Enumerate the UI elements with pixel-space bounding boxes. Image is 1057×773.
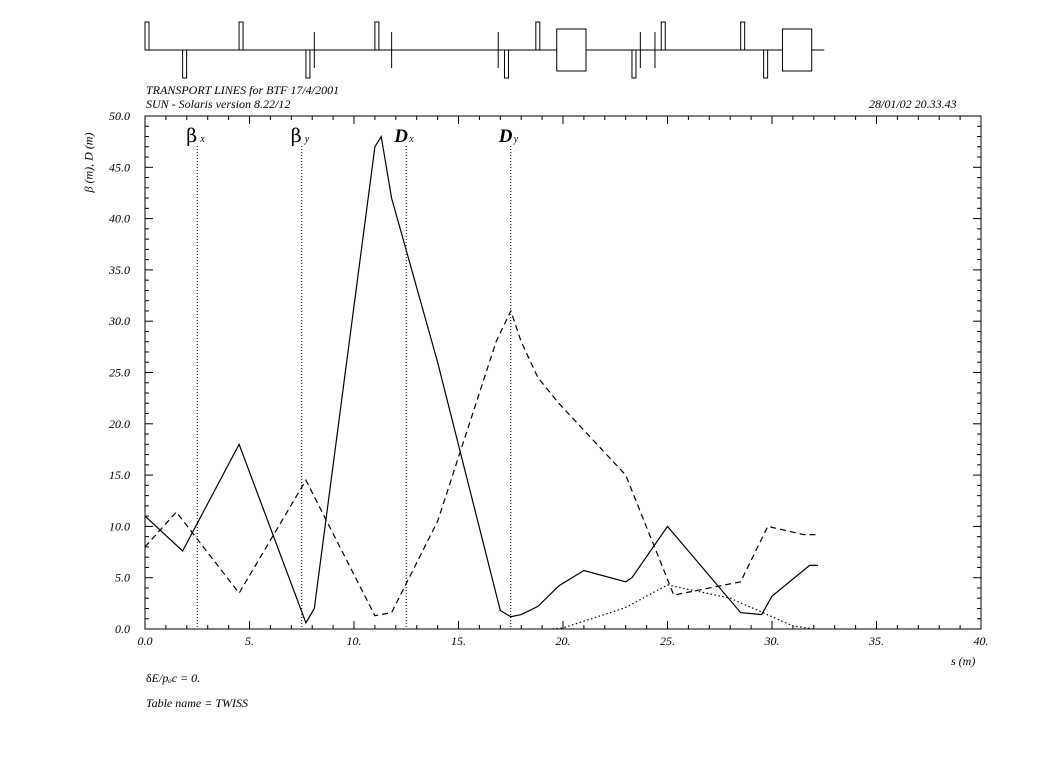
- x-tick-label: 25.: [660, 634, 675, 648]
- timestamp: 28/01/02 20.33.43: [869, 97, 957, 111]
- marker-label: β: [186, 125, 197, 147]
- momentum-deviation-value: E/pₒc = 0.: [151, 671, 201, 685]
- marker-label: β: [291, 125, 302, 147]
- y-axis-label: β (m), D (m): [81, 132, 96, 193]
- x-axis-label: s (m): [951, 654, 976, 668]
- y-tick-label: 50.0: [109, 109, 130, 123]
- x-tick-label: 10.: [347, 634, 362, 648]
- y-tick-label: 25.0: [109, 366, 130, 380]
- dipole: [556, 28, 587, 72]
- axis-ticks: 0.0 5. 10. 15. 20. 25. 30. 35. 40. 0.0 5.0 10.0 15.0…: [108, 109, 989, 648]
- optics-curves: [144, 134, 818, 630]
- focusing-quad: [144, 21, 150, 51]
- program-version: SUN - Solaris version 8.22/12: [146, 97, 291, 111]
- defocusing-quad: [503, 49, 509, 79]
- y-tick-label: 5.0: [115, 571, 130, 585]
- focusing-quad: [238, 21, 244, 51]
- focusing-quad: [535, 21, 541, 51]
- y-tick-label: 15.0: [109, 468, 130, 482]
- dipole: [781, 28, 813, 72]
- x-tick-label: 5.: [245, 634, 254, 648]
- marker-subscript: x: [199, 134, 205, 145]
- defocusing-quad: [763, 49, 769, 79]
- x-tick-label: 15.: [451, 634, 466, 648]
- y-tick-label: 45.0: [109, 160, 130, 174]
- focusing-quad: [660, 21, 666, 51]
- marker-subscript: y: [304, 134, 310, 145]
- y-tick-label: 10.0: [109, 519, 130, 533]
- series-solid: [144, 134, 818, 625]
- y-tick-label: 0.0: [115, 622, 130, 636]
- marker-subscript: y: [513, 134, 519, 145]
- plot-frame: [144, 115, 982, 630]
- marker-subscript: x: [408, 134, 414, 145]
- chart-title: TRANSPORT LINES for BTF 17/4/2001: [146, 83, 340, 97]
- x-tick-label: 40.: [974, 634, 989, 648]
- defocusing-quad: [305, 49, 311, 79]
- x-tick-label: 30.: [764, 634, 780, 648]
- table-name: Table name = TWISS: [146, 696, 248, 710]
- defocusing-quad: [182, 49, 188, 79]
- beamline-layout: [144, 21, 825, 79]
- x-tick-label: 35.: [868, 634, 884, 648]
- series-dotted: [552, 584, 814, 630]
- marker-label: D: [393, 126, 408, 147]
- y-tick-label: 30.0: [108, 314, 130, 328]
- delta-symbol: δ: [146, 671, 152, 685]
- defocusing-quad: [631, 49, 637, 79]
- marker-label: D: [498, 126, 513, 147]
- y-tick-label: 20.0: [109, 417, 130, 431]
- focusing-quad: [374, 21, 380, 51]
- y-tick-label: 40.0: [109, 212, 130, 226]
- momentum-deviation: δE/pₒc = 0.: [146, 672, 200, 685]
- series-dashed: [144, 309, 818, 617]
- x-tick-label: 20.: [556, 634, 571, 648]
- y-tick-label: 35.0: [108, 263, 130, 277]
- x-tick-label: 0.0: [138, 634, 153, 648]
- focusing-quad: [740, 21, 746, 51]
